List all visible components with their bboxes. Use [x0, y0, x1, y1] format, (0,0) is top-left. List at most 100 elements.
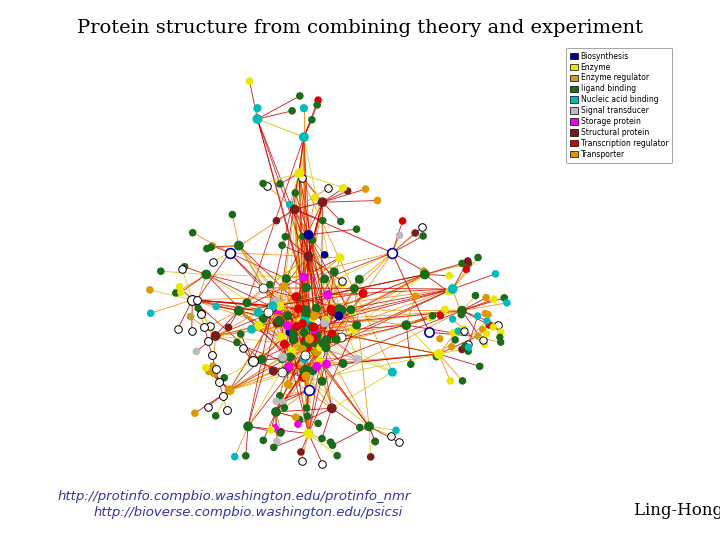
Point [306, 116, 318, 124]
Point [224, 248, 235, 257]
Point [145, 309, 156, 318]
Point [372, 196, 383, 205]
Point [333, 304, 345, 313]
Point [241, 299, 253, 307]
Point [292, 293, 303, 302]
Point [253, 308, 264, 316]
Point [348, 325, 359, 334]
Point [390, 426, 402, 435]
Point [270, 408, 282, 416]
Point [447, 285, 459, 293]
Point [274, 429, 286, 437]
Point [316, 434, 328, 443]
Point [307, 366, 319, 375]
Point [469, 291, 481, 300]
Point [480, 309, 491, 318]
Point [299, 316, 310, 325]
Point [331, 451, 343, 460]
Point [337, 184, 348, 193]
Point [179, 262, 190, 271]
Point [456, 310, 467, 319]
Point [447, 315, 459, 323]
Point [305, 318, 316, 327]
Point [222, 323, 234, 332]
Point [498, 294, 510, 302]
Point [231, 338, 243, 347]
Point [369, 437, 381, 446]
Text: Ling-Hong Hung: Ling-Hong Hung [634, 503, 720, 519]
Point [336, 277, 348, 286]
Point [418, 232, 429, 240]
Point [316, 377, 328, 386]
Point [319, 251, 330, 259]
Point [482, 310, 494, 319]
Point [235, 330, 246, 339]
Point [252, 104, 264, 112]
Point [446, 342, 457, 351]
Point [434, 334, 446, 343]
Point [481, 329, 492, 338]
Point [277, 398, 289, 407]
Point [501, 299, 513, 307]
Point [459, 342, 471, 350]
Point [304, 335, 315, 343]
Point [456, 376, 468, 385]
Point [301, 403, 312, 412]
Point [286, 347, 297, 355]
Point [477, 325, 488, 334]
Point [325, 438, 336, 447]
Point [210, 302, 222, 311]
Point [456, 259, 468, 268]
Point [192, 304, 204, 313]
Point [312, 419, 324, 428]
Point [433, 350, 444, 359]
Point [315, 356, 326, 365]
Point [311, 332, 323, 340]
Point [322, 184, 333, 193]
Point [206, 350, 217, 359]
Point [354, 275, 365, 284]
Point [311, 317, 323, 326]
Point [348, 285, 360, 293]
Point [317, 459, 328, 468]
Point [246, 325, 257, 334]
Point [384, 431, 396, 440]
Point [277, 282, 289, 291]
Point [207, 257, 218, 266]
Point [288, 335, 300, 344]
Point [299, 354, 310, 363]
Point [410, 292, 421, 301]
Point [290, 413, 302, 421]
Point [327, 307, 338, 316]
Point [327, 441, 338, 450]
Point [298, 133, 310, 141]
Point [458, 325, 469, 333]
Point [276, 241, 288, 249]
Legend: Biosynthesis, Enzyme, Enzyme regulator, ligand binding, Nucleic acid binding, Si: Biosynthesis, Enzyme, Enzyme regulator, … [566, 48, 672, 163]
Point [310, 339, 321, 347]
Point [300, 308, 312, 317]
Point [210, 331, 221, 340]
Point [195, 309, 207, 318]
Point [256, 355, 268, 363]
Point [462, 347, 474, 356]
Point [266, 303, 277, 312]
Point [472, 312, 483, 320]
Point [297, 345, 308, 354]
Point [308, 325, 320, 334]
Point [444, 271, 455, 280]
Point [275, 428, 287, 436]
Point [335, 217, 346, 226]
Point [352, 355, 364, 364]
Point [210, 411, 222, 420]
Point [317, 216, 328, 225]
Point [303, 386, 315, 395]
Point [452, 327, 464, 335]
Point [155, 267, 166, 275]
Point [279, 340, 290, 348]
Point [283, 362, 294, 371]
Point [298, 273, 310, 281]
Point [299, 351, 310, 360]
Point [276, 368, 287, 376]
Point [261, 182, 273, 191]
